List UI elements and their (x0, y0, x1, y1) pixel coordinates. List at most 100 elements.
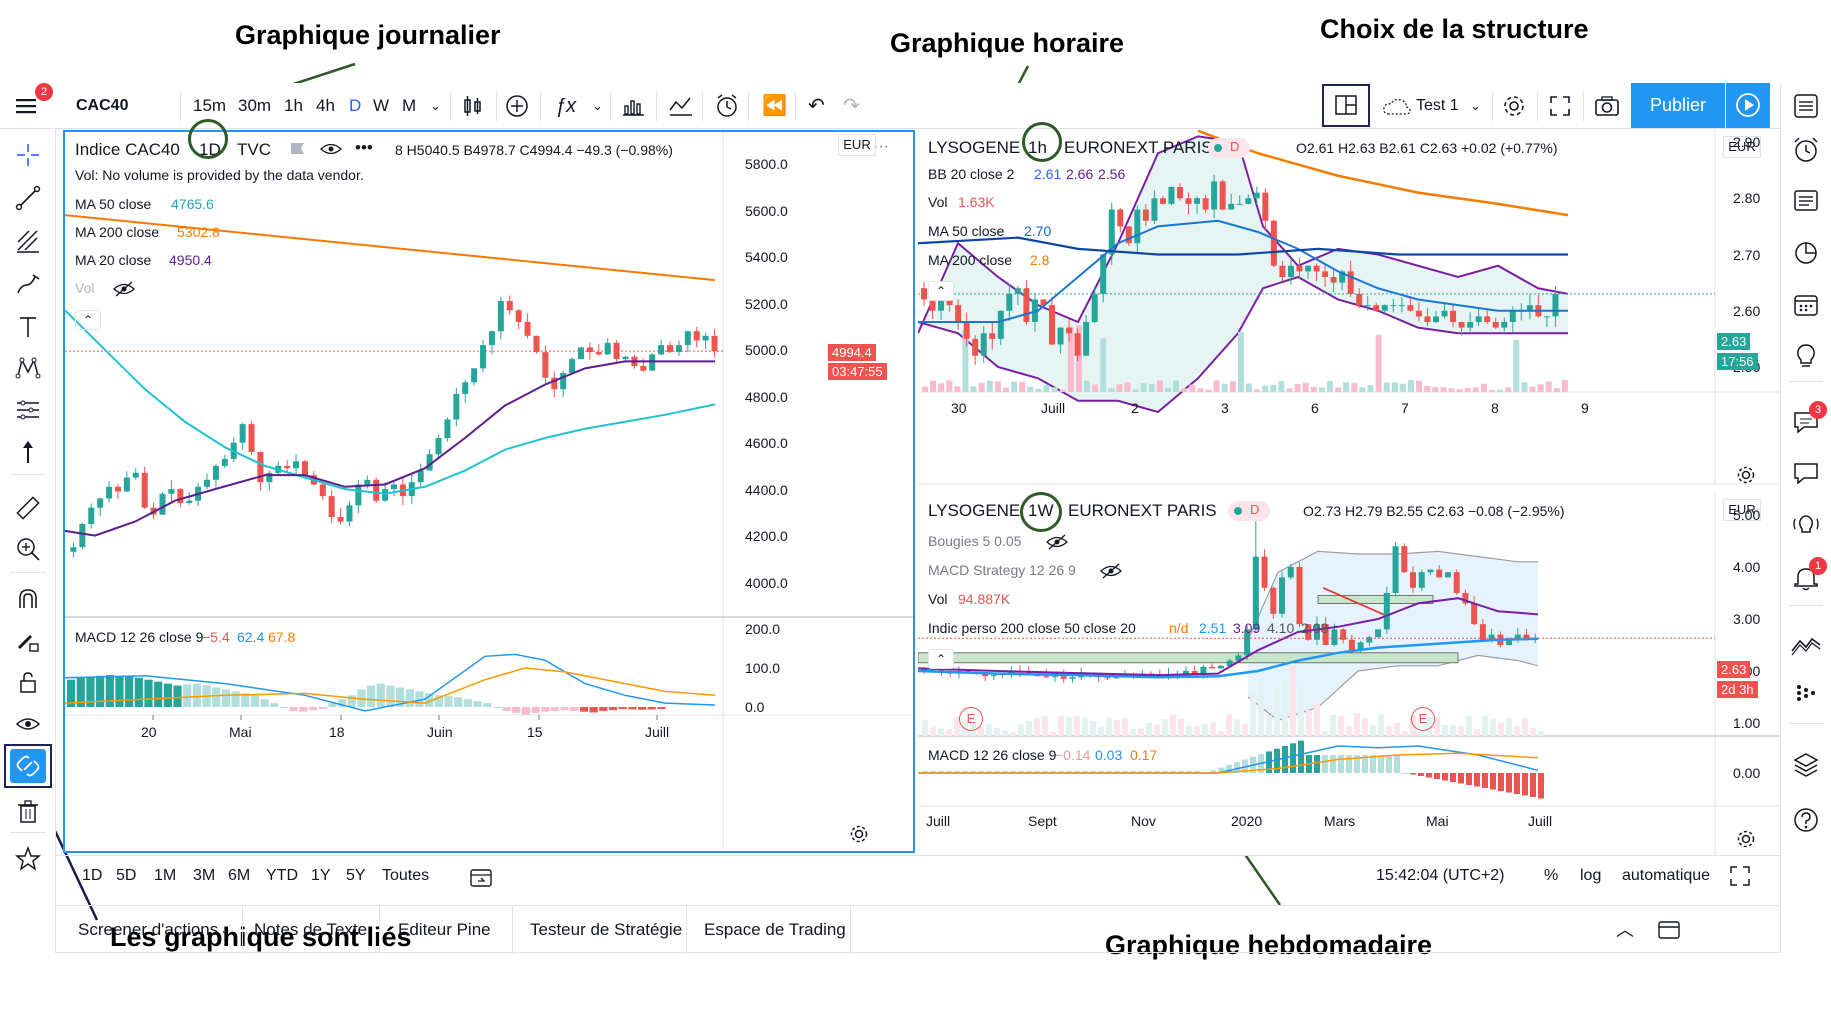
hourly-vol-label[interactable]: Vol (928, 194, 948, 210)
hourly-title[interactable]: LYSOGENE (928, 138, 1021, 157)
layout-name[interactable]: Test 1 (1416, 97, 1459, 114)
hotlist-icon[interactable] (1789, 235, 1823, 269)
hourly-bb-label[interactable]: BB 20 close 2 (928, 166, 1015, 182)
zoom-in-icon[interactable] (13, 534, 43, 564)
hourly-collapse-legend-button[interactable]: ⌃ (928, 281, 954, 301)
trend-line-icon[interactable] (13, 183, 43, 213)
fib-pitchfork-icon[interactable] (13, 226, 43, 256)
financials-icon[interactable] (622, 94, 646, 123)
alarm-clock-icon[interactable] (1789, 133, 1823, 167)
messages-icon[interactable] (1789, 456, 1823, 490)
weekly-axis-settings-gear-icon[interactable] (1735, 828, 1757, 855)
publish-button[interactable]: Publier (1631, 83, 1725, 128)
daily-more-menu-icon[interactable]: ··· (873, 138, 889, 155)
weekly-currency-label[interactable]: EUR (1723, 499, 1761, 521)
settings-gear-icon[interactable] (1501, 93, 1527, 124)
crosshair-icon[interactable] (13, 140, 43, 170)
text-tool-icon[interactable] (13, 312, 43, 342)
daily-more-dots-icon[interactable]: ••• (355, 138, 373, 157)
range-5d[interactable]: 5D (116, 867, 137, 884)
daily-currency-label[interactable]: EUR (838, 134, 876, 156)
pattern-icon[interactable] (13, 353, 43, 383)
prediction-icon[interactable] (13, 395, 43, 425)
indicators-icon[interactable]: ƒx (555, 95, 577, 117)
auto-scale-toggle[interactable]: automatique (1622, 867, 1711, 884)
log-scale-toggle[interactable]: log (1580, 867, 1602, 884)
calendar-icon[interactable] (1789, 287, 1823, 321)
help-icon[interactable] (1789, 803, 1823, 837)
interval-4h[interactable]: 4h (316, 96, 335, 115)
interval-m[interactable]: M (402, 96, 417, 115)
collapse-panel-icon[interactable]: ︿ (1616, 920, 1634, 940)
interval-d[interactable]: D (349, 96, 362, 115)
compare-plus-icon[interactable] (505, 94, 529, 123)
tab-screener[interactable]: Screener d'actions (78, 920, 219, 939)
layout-dropdown-icon[interactable]: ⌄ (1470, 98, 1481, 113)
tab-strategy-tester[interactable]: Testeur de Stratégie (530, 920, 683, 939)
data-window-icon[interactable] (1789, 183, 1823, 217)
streams-icon[interactable] (1789, 508, 1823, 542)
star-icon[interactable] (13, 844, 43, 874)
interval-w[interactable]: W (373, 96, 390, 115)
hourly-ma50-label[interactable]: MA 50 close (928, 223, 1005, 239)
tab-pine-editor[interactable]: Editeur Pine (398, 920, 491, 939)
daily-chart-canvas[interactable] (65, 132, 913, 851)
interval-30m[interactable]: 30m (238, 96, 272, 115)
tab-screener-dropdown-icon[interactable]: ⌄ (220, 923, 231, 937)
tab-trading-panel[interactable]: Espace de Trading (704, 920, 846, 939)
daily-macd-label[interactable]: MACD 12 26 close 9 (75, 629, 204, 645)
ideas-lightbulb-icon[interactable] (1789, 338, 1823, 372)
daily-ma200-label[interactable]: MA 200 close (75, 224, 160, 240)
daily-ma50-label[interactable]: MA 50 close (75, 196, 152, 212)
weekly-macd-strategy-label[interactable]: MACD Strategy 12 26 9 (928, 562, 1076, 578)
hourly-axis-settings-gear-icon[interactable] (1735, 464, 1757, 491)
earnings-marker-2[interactable]: E (1411, 707, 1435, 731)
camera-icon[interactable] (1594, 94, 1620, 123)
live-play-button[interactable] (1726, 83, 1770, 128)
hourly-chart-canvas[interactable] (918, 130, 1780, 485)
weekly-bougies-hidden-eye-icon[interactable] (1046, 534, 1068, 555)
daily-title[interactable]: Indice CAC40 (75, 140, 180, 159)
weekly-macd-label[interactable]: MACD 12 26 close 9 (928, 747, 1057, 763)
range-toutes[interactable]: Toutes (382, 867, 430, 884)
range-6m[interactable]: 6M (228, 867, 251, 884)
range-1y[interactable]: 1Y (311, 867, 331, 884)
weekly-chart-pane[interactable]: LYSOGENE 1W EURONEXT PARIS D O2.73 H2.79… (918, 493, 1780, 855)
daily-axis-settings-gear-icon[interactable] (848, 823, 870, 850)
interval-1h[interactable]: 1h (284, 96, 303, 115)
range-3m[interactable]: 3M (193, 867, 216, 884)
alert-icon[interactable] (714, 93, 740, 124)
clock-timezone[interactable]: 15:42:04 (UTC+2) (1376, 867, 1505, 884)
maximize-panel-icon[interactable] (1658, 920, 1680, 945)
menu-icon[interactable] (14, 93, 40, 119)
earnings-marker-1[interactable]: E (959, 707, 983, 731)
weekly-collapse-legend-button[interactable]: ⌃ (928, 649, 954, 669)
daily-visibility-eye-icon[interactable] (320, 142, 342, 161)
trading-panel-icon[interactable] (1789, 628, 1823, 662)
sync-link-button[interactable] (4, 744, 52, 788)
weekly-indic-label[interactable]: Indic perso 200 close 50 close 20 (928, 620, 1136, 636)
expand-icon[interactable] (1729, 865, 1751, 892)
indicators-dropdown-icon[interactable]: ⌄ (592, 98, 603, 113)
arrow-up-icon[interactable] (13, 437, 43, 467)
goto-date-icon[interactable] (469, 866, 493, 893)
flag-icon[interactable] (290, 142, 306, 156)
range-ytd[interactable]: YTD (266, 867, 298, 884)
dom-dots-icon[interactable] (1789, 676, 1823, 710)
symbol-search[interactable]: CAC40 (76, 97, 129, 114)
interval-15m[interactable]: 15m (193, 96, 227, 115)
trash-icon[interactable] (13, 796, 43, 826)
candle-type-icon[interactable] (461, 94, 485, 123)
daily-ma20-label[interactable]: MA 20 close (75, 252, 152, 268)
tab-notes[interactable]: Notes de Texte (254, 920, 368, 939)
weekly-strategy-hidden-eye-icon[interactable] (1100, 563, 1122, 584)
replay-icon[interactable]: ⏪ (762, 95, 787, 117)
cloud-icon[interactable] (1382, 97, 1412, 122)
percent-scale-toggle[interactable]: % (1544, 867, 1559, 884)
hourly-ma200-label[interactable]: MA 200 close (928, 252, 1013, 268)
eye-icon[interactable] (13, 709, 43, 739)
daily-vol-hidden-eye-icon[interactable] (113, 281, 135, 302)
layout-select-button[interactable] (1322, 84, 1370, 127)
fullscreen-icon[interactable] (1548, 94, 1572, 123)
magnet-icon[interactable] (13, 584, 43, 614)
